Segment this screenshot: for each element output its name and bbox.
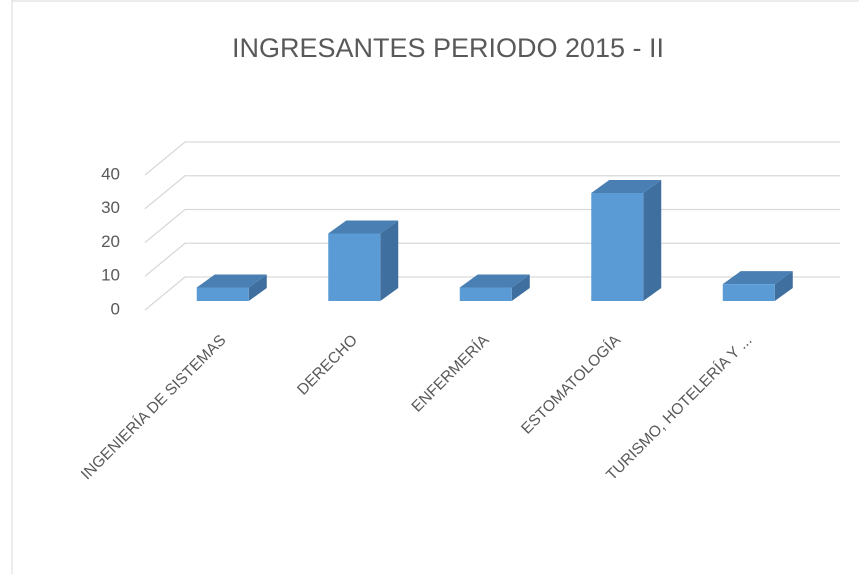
- bar-front: [196, 287, 249, 301]
- bar-top: [459, 274, 530, 288]
- chart-title: INGRESANTES PERIODO 2015 - II: [232, 33, 664, 63]
- y-tick-label: 0: [111, 299, 120, 318]
- bar: [196, 274, 267, 301]
- bar-side: [511, 274, 530, 301]
- y-tick-label: 30: [101, 198, 120, 217]
- bar-side: [248, 274, 267, 301]
- bar-front: [328, 233, 381, 301]
- bar: [591, 180, 662, 301]
- x-tick-label: TURISMO, HOTELERÍA Y ...: [603, 332, 755, 484]
- bar-front: [459, 287, 512, 301]
- bar-top: [328, 220, 399, 234]
- y-tick-label: 10: [101, 266, 120, 285]
- x-tick-label: DERECHO: [294, 332, 361, 399]
- bar-side: [380, 220, 399, 301]
- y-tick-label: 40: [101, 164, 120, 183]
- grid-line: [144, 141, 840, 176]
- y-tick-label: 20: [101, 232, 120, 251]
- bar: [459, 274, 530, 301]
- bar-front: [722, 284, 775, 301]
- bar: [722, 271, 793, 301]
- bar-side: [774, 271, 793, 301]
- bar-side: [643, 180, 662, 301]
- bar-top: [591, 180, 662, 193]
- bar: [328, 220, 399, 301]
- x-tick-label: INGENIERÍA DE SISTEMAS: [78, 332, 229, 483]
- x-tick-label: ESTOMATOLOGÍA: [518, 331, 624, 437]
- bar-top: [722, 271, 793, 285]
- bar-top: [196, 274, 267, 288]
- x-tick-label: ENFERMERÍA: [409, 331, 493, 415]
- grid-line: [144, 208, 840, 244]
- grid-line: [144, 242, 840, 277]
- bar-front: [591, 193, 644, 301]
- grid-line: [144, 175, 840, 210]
